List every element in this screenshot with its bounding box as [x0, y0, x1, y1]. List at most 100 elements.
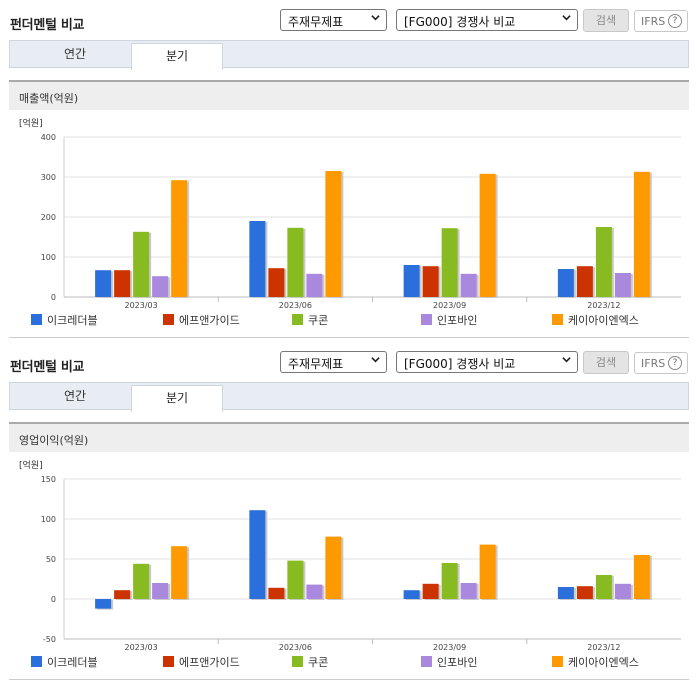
legend-swatch	[163, 314, 174, 325]
ifrs-label: IFRS	[641, 15, 666, 28]
revenue-bar-chart: [억원] 0 100 200 300 400 2023/03 2023/06 2023/09 20…	[9, 110, 689, 340]
bar	[287, 227, 304, 297]
legend-label: 인포바인	[437, 314, 478, 327]
legend-item: 쿠콘	[292, 654, 328, 670]
bar	[249, 221, 266, 297]
legend-item: 이크레더블	[31, 654, 98, 670]
legend-swatch	[31, 314, 42, 325]
panel-title: 펀더멘털 비교	[10, 18, 85, 33]
bar	[325, 536, 342, 599]
bar	[576, 586, 593, 599]
bar	[614, 273, 631, 297]
bar	[114, 270, 131, 297]
legend-label: 케이아이엔엑스	[568, 656, 639, 669]
bar	[441, 563, 458, 599]
panel-header: 펀더멘털 비교 주재무제표 [FG000] 경쟁사 비교 검색 IFRS ?	[0, 342, 696, 380]
y-tick-label: -50	[43, 635, 56, 644]
x-tick-label: 2023/09	[433, 643, 466, 652]
bar	[460, 583, 477, 599]
legend-swatch	[552, 656, 563, 667]
bar	[633, 171, 650, 297]
legend-swatch	[31, 656, 42, 667]
legend-item: 인포바인	[421, 312, 477, 328]
bar	[171, 180, 188, 297]
y-tick-label: 50	[46, 555, 56, 564]
legend-item: 에프앤가이드	[163, 312, 240, 328]
search-button[interactable]: 검색	[583, 351, 629, 374]
fundamental-panel-revenue: 펀더멘털 비교 주재무제표 [FG000] 경쟁사 비교 검색 IFRS ? 연…	[9, 9, 689, 340]
y-tick-label: 100	[41, 515, 56, 524]
statement-select[interactable]: 주재무제표	[280, 351, 387, 373]
ifrs-label: IFRS	[641, 357, 666, 370]
bar	[306, 273, 323, 297]
chart-legend: 이크레더블 에프앤가이드 쿠콘 인포바인 케이아이엔엑스	[9, 654, 689, 672]
panel-title: 펀더멘털 비교	[10, 360, 85, 375]
bar	[152, 276, 169, 297]
bar	[460, 273, 477, 297]
bar	[325, 171, 342, 297]
tab-annual[interactable]: 연간	[63, 47, 87, 61]
legend-label: 쿠콘	[308, 656, 329, 669]
chart-title: 매출액(억원)	[19, 92, 79, 105]
y-tick-label: 100	[41, 253, 56, 262]
y-tick-label: 0	[51, 595, 56, 604]
bar	[479, 173, 496, 297]
chevron-down-icon	[562, 357, 571, 363]
bar	[614, 583, 631, 599]
chevron-down-icon	[371, 357, 380, 363]
x-tick-label: 2023/12	[587, 301, 620, 310]
bar	[403, 590, 420, 599]
unit-label: [억원]	[19, 117, 43, 129]
divider	[9, 679, 689, 680]
peer-group-select-value: [FG000] 경쟁사 비교	[404, 357, 516, 371]
x-tick-label: 2023/12	[587, 643, 620, 652]
bar	[633, 555, 650, 599]
peer-group-select[interactable]: [FG000] 경쟁사 비교	[396, 351, 578, 373]
bar	[479, 544, 496, 599]
chart-canvas: [억원] 0 100 200 300 400 2023/03 2023/06 2023/09 20…	[19, 117, 681, 310]
bar	[95, 599, 112, 609]
tab-quarterly[interactable]: 분기	[131, 385, 223, 412]
legend-label: 에프앤가이드	[179, 656, 240, 669]
legend-label: 인포바인	[437, 656, 478, 669]
legend-swatch	[292, 656, 303, 667]
chart-legend: 이크레더블 에프앤가이드 쿠콘 인포바인 케이아이엔엑스	[9, 312, 689, 330]
bar	[268, 268, 285, 297]
ifrs-button[interactable]: IFRS ?	[634, 10, 688, 32]
legend-item: 쿠콘	[292, 312, 328, 328]
bar	[422, 583, 439, 599]
x-tick-label: 2023/09	[433, 301, 466, 310]
bar	[287, 560, 304, 599]
y-tick-label: 200	[41, 213, 56, 222]
bar	[595, 575, 612, 599]
period-tabs: 연간 분기	[9, 40, 689, 70]
chevron-down-icon	[371, 15, 380, 21]
peer-group-select[interactable]: [FG000] 경쟁사 비교	[396, 9, 578, 31]
legend-item: 케이아이엔엑스	[552, 654, 639, 670]
bar	[171, 546, 188, 599]
y-tick-label: 300	[41, 173, 56, 182]
tab-quarterly[interactable]: 분기	[131, 43, 223, 70]
help-icon: ?	[668, 14, 682, 28]
bar	[595, 227, 612, 297]
y-tick-label: 150	[41, 475, 56, 484]
legend-swatch	[292, 314, 303, 325]
legend-swatch	[163, 656, 174, 667]
statement-select[interactable]: 주재무제표	[280, 9, 387, 31]
legend-label: 케이아이엔엑스	[568, 314, 639, 327]
search-button[interactable]: 검색	[583, 9, 629, 32]
x-tick-label: 2023/06	[279, 301, 312, 310]
bar	[152, 583, 169, 599]
period-tabs: 연간 분기	[9, 382, 689, 412]
tab-annual[interactable]: 연간	[63, 389, 87, 403]
bar	[95, 270, 112, 297]
fundamental-panel-operating-profit: 펀더멘털 비교 주재무제표 [FG000] 경쟁사 비교 검색 IFRS ? 연…	[0, 342, 696, 684]
ifrs-button[interactable]: IFRS ?	[634, 352, 688, 374]
peer-group-select-value: [FG000] 경쟁사 비교	[404, 15, 516, 29]
statement-select-value: 주재무제표	[288, 357, 344, 371]
legend-label: 쿠콘	[308, 314, 329, 327]
legend-swatch	[421, 314, 432, 325]
chart-canvas: [억원] -50 0 50 100 150 2023/03 2023/06 2023/09 202…	[19, 459, 681, 652]
operating-profit-bar-chart: [억원] -50 0 50 100 150 2023/03 2023/06 2023/09 202…	[9, 452, 689, 682]
legend-item: 인포바인	[421, 654, 477, 670]
